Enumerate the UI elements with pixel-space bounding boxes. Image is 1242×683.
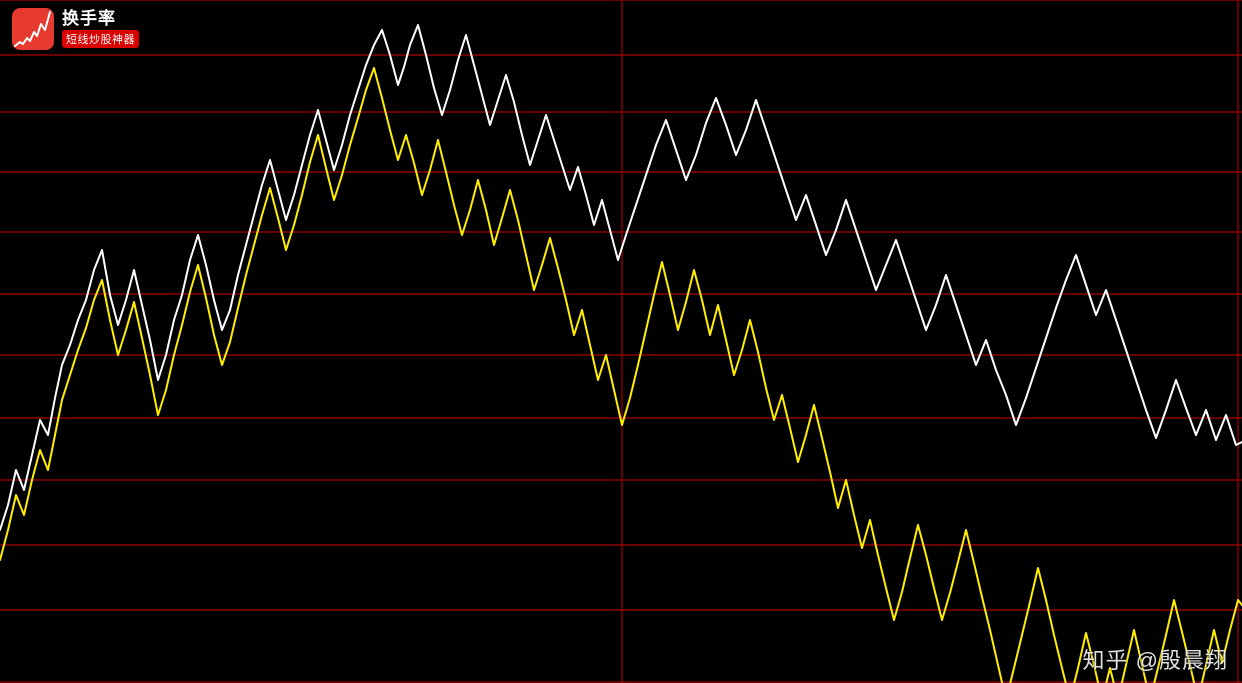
watermark: 知乎 @殷晨翔 — [1083, 643, 1228, 675]
app-title: 换手率 — [62, 10, 139, 29]
app-logo-text: 换手率 短线炒股神器 — [62, 10, 139, 49]
app-logo-icon — [12, 8, 54, 50]
watermark-author: @殷晨翔 — [1136, 648, 1228, 673]
app-logo-badge: 换手率 短线炒股神器 — [12, 8, 139, 50]
app-subtitle: 短线炒股神器 — [62, 30, 139, 48]
stock-chart — [0, 0, 1242, 683]
watermark-site: 知乎 — [1083, 648, 1129, 673]
